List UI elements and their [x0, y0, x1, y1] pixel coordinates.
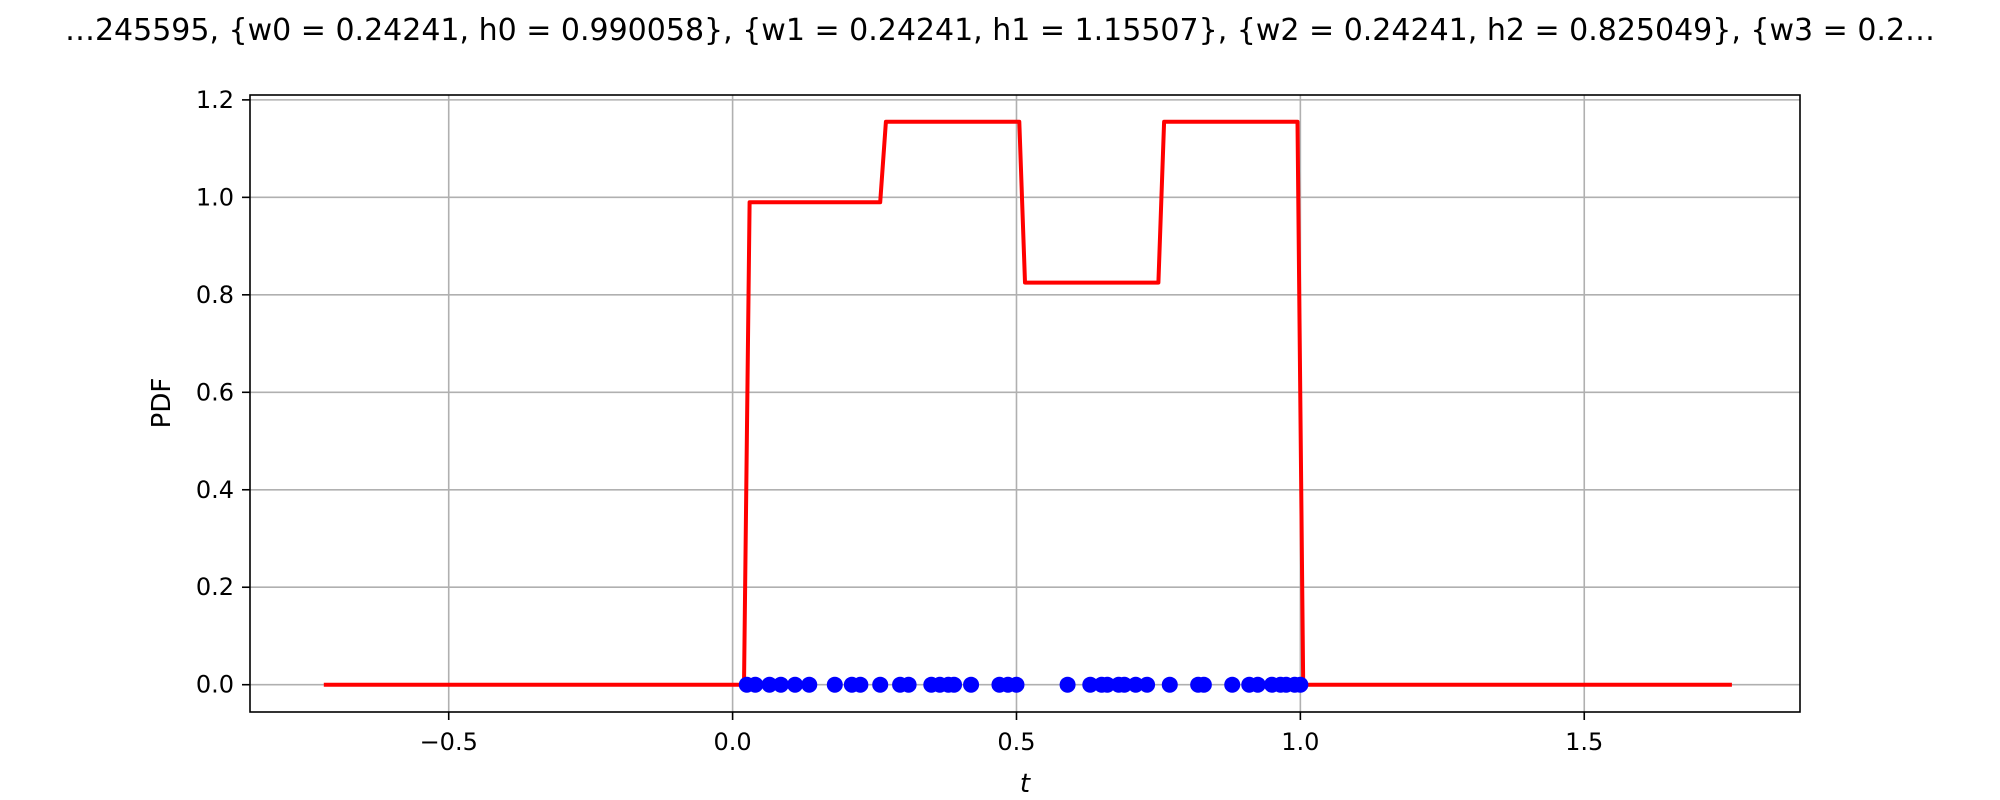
sample-point — [1082, 676, 1099, 693]
x-tick-label: 1.5 — [1565, 728, 1603, 756]
sample-point — [772, 676, 789, 693]
sample-point — [1161, 676, 1178, 693]
sample-point — [1292, 676, 1309, 693]
y-tick-label: 0.4 — [196, 476, 234, 504]
y-tick-label: 0.6 — [196, 378, 234, 406]
y-tick-label: 0.0 — [196, 671, 234, 699]
sample-point — [1008, 676, 1025, 693]
sample-point — [1224, 676, 1241, 693]
y-tick-label: 0.8 — [196, 281, 234, 309]
sample-point — [852, 676, 869, 693]
sample-point — [1059, 676, 1076, 693]
y-tick-label: 1.0 — [196, 183, 234, 211]
sample-point — [900, 676, 917, 693]
sample-point — [872, 676, 889, 693]
x-tick-label: 0.5 — [997, 728, 1035, 756]
plot-frame — [249, 94, 1801, 713]
pdf-line — [323, 119, 1732, 687]
sample-point — [1249, 676, 1266, 693]
x-tick-label: −0.5 — [420, 728, 478, 756]
sample-point — [1099, 676, 1116, 693]
sample-point — [1116, 676, 1133, 693]
x-tick-label: 1.0 — [1281, 728, 1319, 756]
sample-point — [1127, 676, 1144, 693]
sample-point — [826, 676, 843, 693]
chart-title: …245595, {w0 = 0.24241, h0 = 0.990058}, … — [65, 13, 1935, 48]
x-axis-title: t — [1020, 769, 1031, 799]
sample-point — [787, 676, 804, 693]
sample-point — [747, 676, 764, 693]
sample-point — [761, 676, 778, 693]
data-layer — [323, 119, 1732, 693]
y-axis-title: PDF — [147, 378, 177, 429]
sample-point — [1195, 676, 1212, 693]
sample-point — [801, 676, 818, 693]
y-tick-label: 0.2 — [196, 573, 234, 601]
x-tick-label: 0.0 — [714, 728, 752, 756]
y-tick-label: 1.2 — [196, 86, 234, 114]
grid-layer — [250, 95, 1800, 712]
sample-point — [946, 676, 963, 693]
sample-point — [1139, 676, 1156, 693]
sample-point — [963, 676, 980, 693]
tick-layer: −0.5 0.0 0.5 1.0 1.5 0.0 0.2 0.4 0.6 0.8 1.0 1.2 — [196, 86, 1604, 756]
